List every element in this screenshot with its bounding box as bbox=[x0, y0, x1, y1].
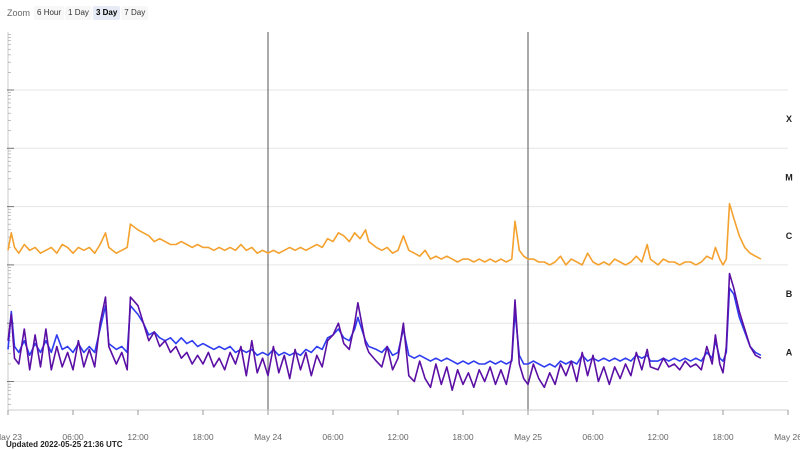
x-tick-label: 06:00 bbox=[582, 432, 604, 442]
zoom-6-hour-button[interactable]: 6 Hour bbox=[34, 6, 65, 20]
x-tick-label: 12:00 bbox=[387, 432, 409, 442]
band-label: C bbox=[786, 231, 793, 241]
zoom-label: Zoom bbox=[7, 8, 31, 18]
x-tick-label: 06:00 bbox=[322, 432, 344, 442]
zoom-bar: Zoom 6 Hour 1 Day 3 Day 7 Day bbox=[7, 6, 149, 20]
zoom-3-day-button[interactable]: 3 Day bbox=[92, 6, 121, 20]
x-tick-label: May 26 bbox=[774, 432, 800, 442]
zoom-7-day-button[interactable]: 7 Day bbox=[121, 6, 149, 20]
x-tick-label: 18:00 bbox=[712, 432, 734, 442]
x-tick-label: 18:00 bbox=[192, 432, 214, 442]
series-line-0 bbox=[7, 202, 762, 266]
x-tick-label: May 25 bbox=[514, 432, 542, 442]
series-line-2 bbox=[7, 272, 762, 391]
band-label: A bbox=[786, 347, 793, 357]
x-tick-label: 06:00 bbox=[62, 432, 84, 442]
x-tick-label: 18:00 bbox=[452, 432, 474, 442]
updated-timestamp: Updated 2022-05-25 21:36 UTC bbox=[6, 440, 123, 449]
zoom-1-day-button[interactable]: 1 Day bbox=[65, 6, 92, 20]
x-tick-label: May 23 bbox=[0, 432, 22, 442]
band-label: X bbox=[786, 114, 792, 124]
band-label: M bbox=[785, 172, 793, 182]
x-tick-label: 12:00 bbox=[127, 432, 149, 442]
band-label: B bbox=[786, 289, 793, 299]
x-tick-label: May 24 bbox=[254, 432, 282, 442]
x-tick-label: 12:00 bbox=[647, 432, 669, 442]
